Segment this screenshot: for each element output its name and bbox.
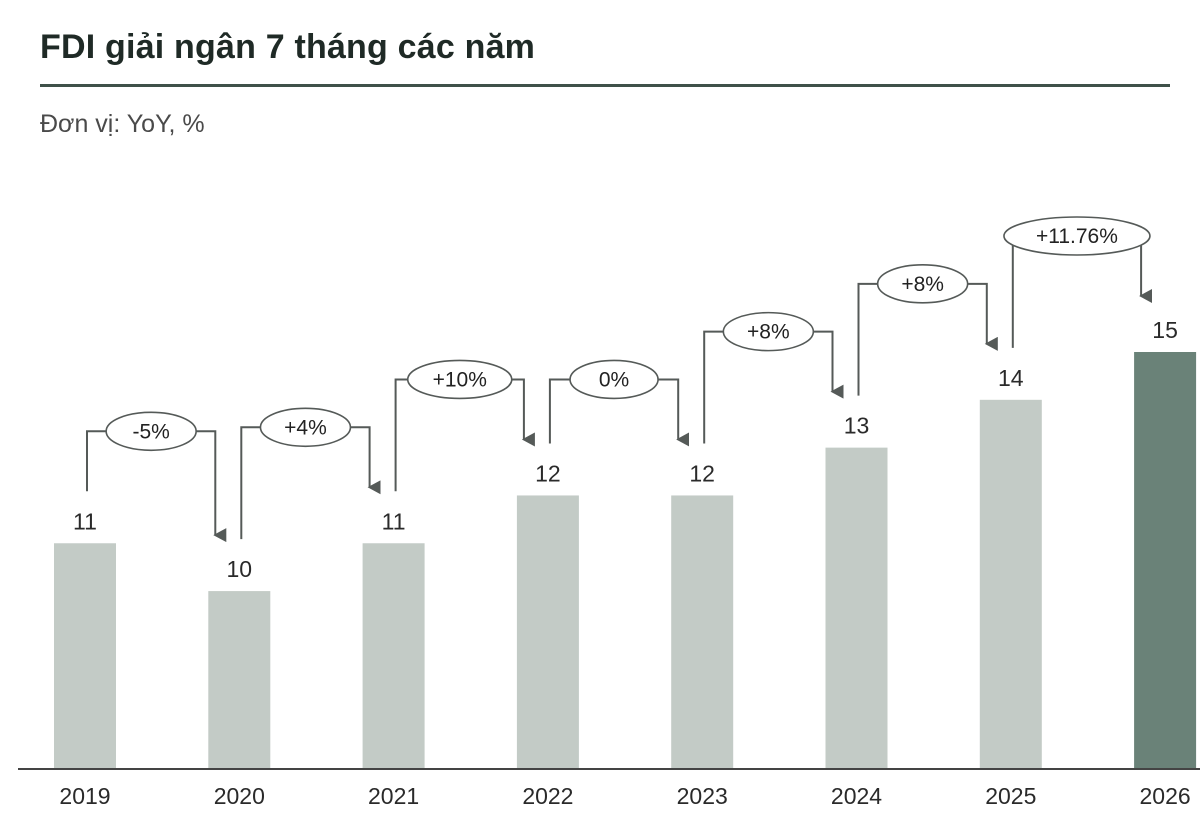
- title-divider: [40, 84, 1170, 87]
- change-bubble-2023-2024: [722, 311, 815, 352]
- x-tick-label-2024: 2024: [831, 783, 882, 809]
- bar-2024: [825, 447, 888, 768]
- change-label-2023-2024: +8%: [747, 321, 790, 344]
- change-label-2024-2025: +8%: [901, 273, 944, 296]
- x-tick-label-2025: 2025: [985, 783, 1036, 809]
- value-label-2023: 12: [689, 460, 715, 486]
- change-label-2025-2026: +11.76%: [1036, 225, 1118, 248]
- change-bubble-2024-2025: [876, 264, 969, 304]
- value-label-2022: 12: [535, 460, 561, 486]
- change-bubble-2020-2021: [259, 407, 352, 448]
- value-label-2019: 11: [73, 508, 97, 534]
- change-label-2019-2020: -5%: [132, 420, 169, 443]
- change-bubble-2022-2023: [569, 359, 659, 400]
- change-label-2022-2023: 0%: [599, 368, 629, 391]
- bar-2023: [671, 495, 734, 768]
- x-tick-label-2026: 2026: [1140, 783, 1191, 809]
- bar-2022: [516, 495, 579, 768]
- bar-2026: [1134, 352, 1197, 768]
- value-label-2021: 11: [382, 508, 406, 534]
- bar-2025: [979, 399, 1042, 768]
- change-label-2020-2021: +4%: [284, 416, 327, 439]
- x-tick-label-2023: 2023: [677, 783, 728, 809]
- value-label-2025: 14: [998, 365, 1024, 391]
- x-tick-label-2020: 2020: [214, 783, 265, 809]
- bar-2019: [54, 543, 116, 768]
- x-tick-label-2019: 2019: [59, 783, 110, 809]
- chart-subtitle: Đơn vị: YoY, %: [40, 110, 205, 138]
- value-label-2026: 15: [1152, 317, 1178, 343]
- change-bubble-2025-2026: [1003, 216, 1151, 256]
- value-label-2020: 10: [227, 556, 253, 582]
- bar-2021: [362, 543, 425, 768]
- chart-title: FDI giải ngân 7 tháng các năm: [40, 28, 536, 66]
- x-tick-label-2021: 2021: [368, 783, 419, 809]
- value-label-2024: 13: [844, 413, 870, 439]
- x-tick-label-2022: 2022: [522, 783, 573, 809]
- change-bubble-2019-2020: [105, 411, 197, 452]
- change-label-2021-2022: +10%: [433, 368, 487, 391]
- change-bubble-2021-2022: [406, 359, 513, 400]
- bar-2020: [208, 591, 271, 768]
